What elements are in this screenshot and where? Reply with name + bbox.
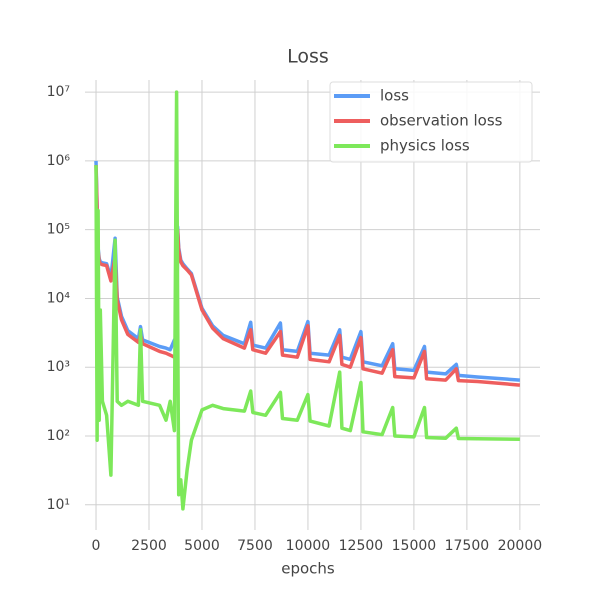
x-tick-label: 20000 (498, 538, 543, 554)
chart-title: Loss (287, 46, 329, 68)
legend-label: loss (380, 87, 409, 105)
legend-label: observation loss (380, 112, 503, 130)
legend-box (329, 81, 533, 163)
legend-label: physics loss (380, 137, 470, 155)
y-tick-label: 10² (47, 428, 70, 444)
x-tick-label: 10000 (286, 538, 331, 554)
x-tick-label: 15000 (392, 538, 437, 554)
legend: loss observation loss physics loss (329, 81, 533, 163)
y-tick-label: 10⁶ (47, 153, 71, 169)
y-tick-label: 10³ (47, 359, 70, 375)
y-tick-label: 10¹ (47, 497, 70, 513)
x-tick-label: 7500 (237, 538, 273, 554)
y-tick-label: 10⁵ (47, 222, 70, 238)
x-tick-label: 2500 (131, 538, 167, 554)
x-tick-label: 17500 (445, 538, 490, 554)
y-tick-label: 10⁴ (47, 290, 71, 306)
series-line (94, 90, 520, 511)
x-axis-label: epochs (281, 560, 335, 578)
x-tick-label: 5000 (184, 538, 220, 554)
x-tick-label: 0 (92, 538, 101, 554)
x-tick-label: 12500 (339, 538, 384, 554)
y-tick-label: 10⁷ (47, 84, 70, 100)
